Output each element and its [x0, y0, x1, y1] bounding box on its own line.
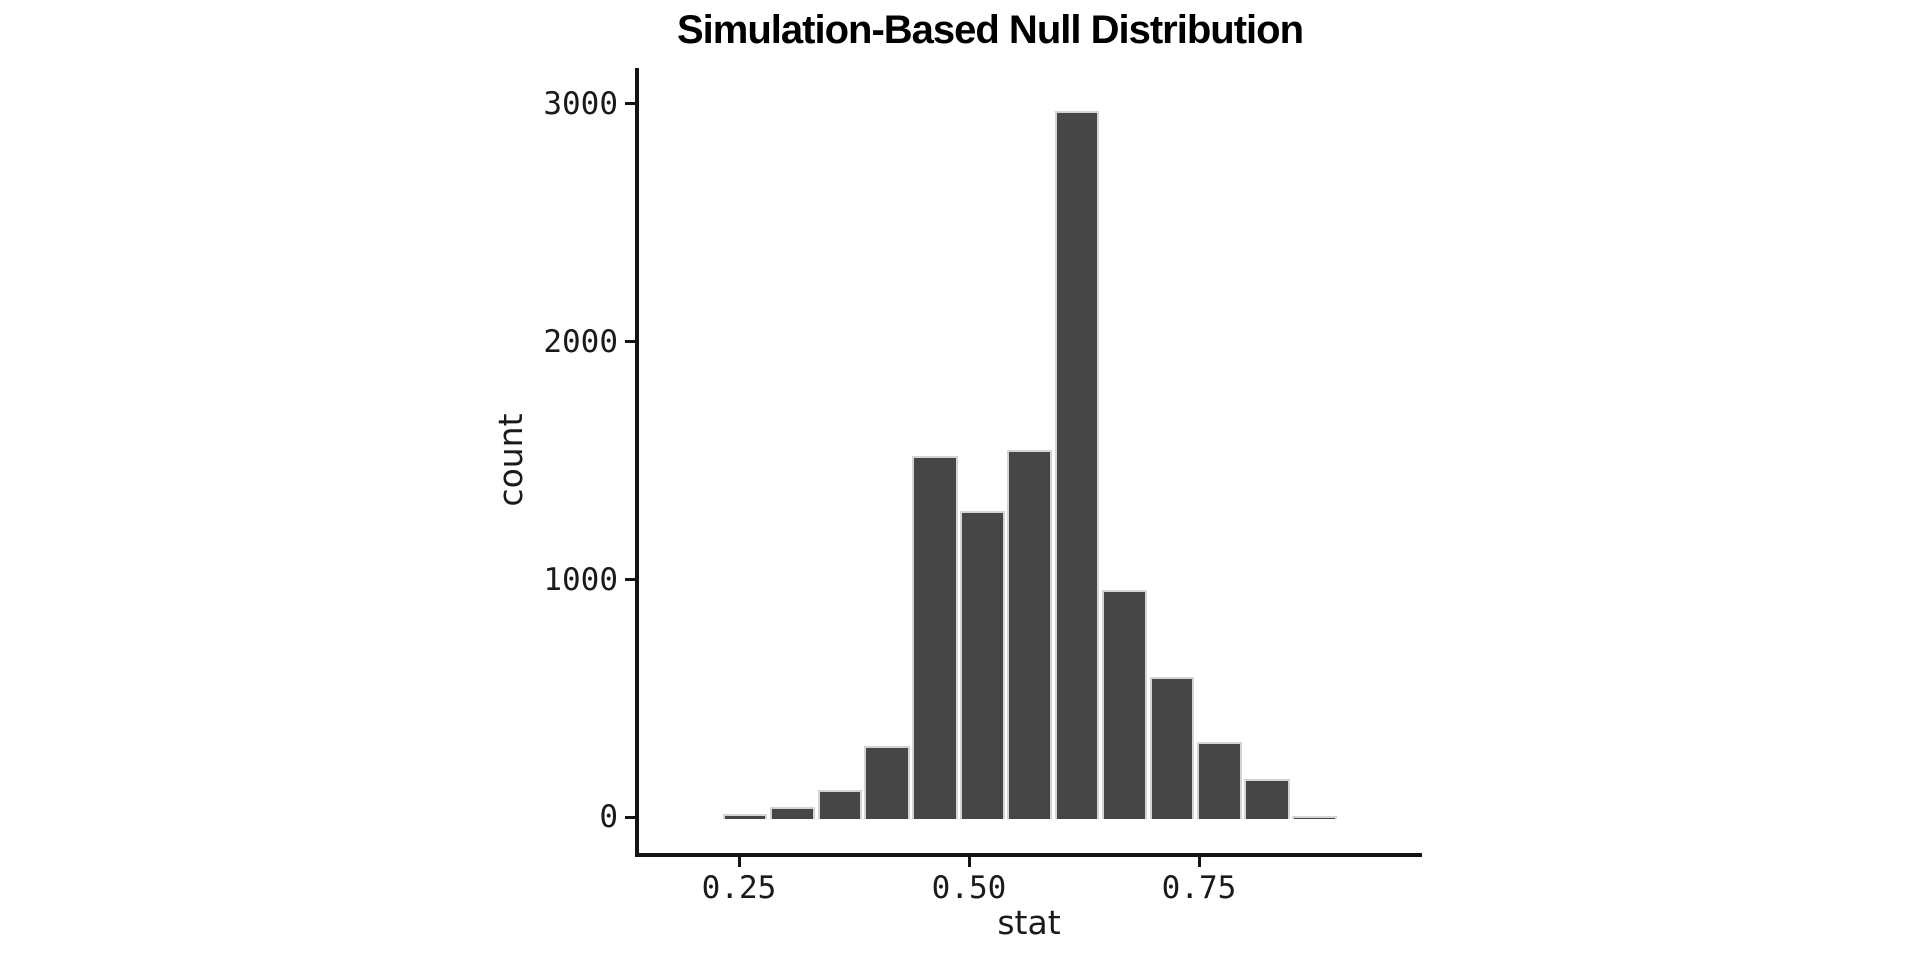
- y-tick-mark: [625, 578, 635, 581]
- x-axis-title: stat: [997, 903, 1061, 942]
- histogram-bar: [1101, 590, 1148, 819]
- y-tick-label: 0: [599, 799, 618, 836]
- x-tick-mark: [1197, 857, 1201, 867]
- plot-title: Simulation-Based Null Distribution: [676, 8, 1304, 52]
- histogram-bar: [817, 790, 862, 819]
- histogram-bar: [1054, 111, 1100, 819]
- x-tick-mark: [967, 857, 971, 867]
- histogram-bar: [1196, 742, 1242, 819]
- x-tick-label: 0.25: [701, 870, 777, 906]
- histogram-bar: [912, 455, 958, 819]
- y-tick-label: 2000: [543, 323, 618, 360]
- y-tick-label: 1000: [543, 561, 618, 598]
- y-tick-mark: [625, 815, 635, 819]
- histogram-bar: [1149, 677, 1195, 819]
- histogram-bar: [769, 806, 815, 819]
- x-tick-label: 0.50: [931, 870, 1007, 906]
- histogram-bar: [864, 746, 910, 819]
- histogram-bar: [1244, 779, 1290, 819]
- histogram-bar: [1292, 816, 1337, 819]
- y-axis-line: [635, 68, 639, 857]
- y-tick-mark: [625, 340, 635, 344]
- x-axis-line: [635, 853, 1422, 857]
- y-axis-title: count: [491, 413, 530, 507]
- histogram-bar: [960, 510, 1005, 819]
- y-tick-mark: [625, 102, 635, 106]
- histogram-bar: [1007, 449, 1053, 819]
- y-tick-label: 3000: [543, 85, 618, 122]
- histogram-bar: [722, 813, 768, 819]
- x-tick-mark: [737, 857, 741, 867]
- x-tick-label: 0.75: [1161, 870, 1237, 906]
